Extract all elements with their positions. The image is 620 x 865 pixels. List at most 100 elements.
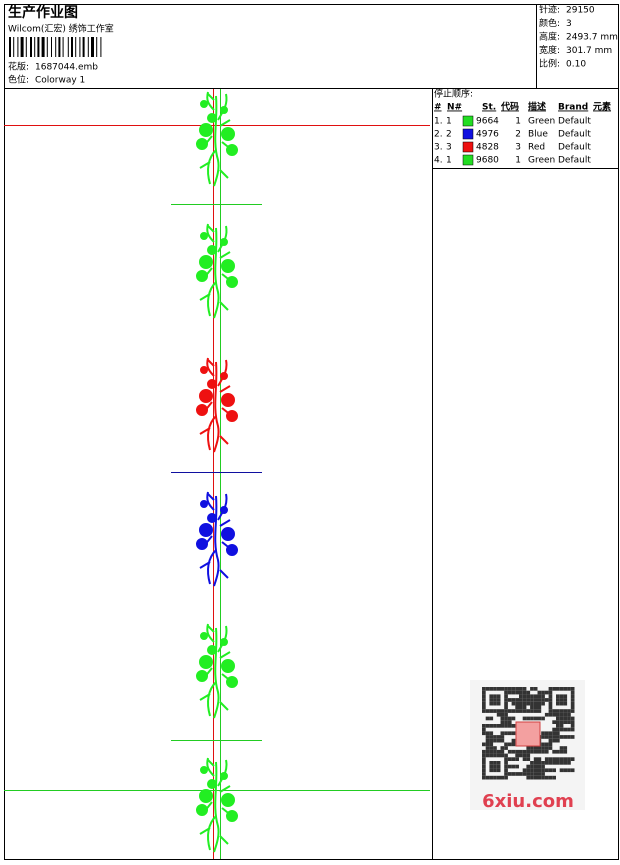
qr-module xyxy=(489,764,494,769)
stop-title: 停止顺序: xyxy=(434,88,473,100)
qr-module xyxy=(541,761,545,765)
qr-module xyxy=(537,757,542,761)
qr-module xyxy=(511,698,516,702)
qr-module xyxy=(559,709,564,713)
qr-module xyxy=(522,687,527,691)
column-header: St. xyxy=(482,103,496,113)
qr-module xyxy=(489,716,494,721)
qr-module xyxy=(556,687,560,691)
qr-module xyxy=(544,768,549,773)
qr-module xyxy=(570,694,575,699)
barcode xyxy=(9,37,102,57)
qr-module xyxy=(482,694,486,699)
qr-module xyxy=(556,761,560,765)
qr-module xyxy=(519,694,523,699)
qr-module xyxy=(567,712,571,717)
qr-module xyxy=(556,757,560,761)
qr-module xyxy=(526,753,531,758)
row-index: 3. xyxy=(434,143,443,153)
stat-label: 比例: xyxy=(539,58,560,70)
bar xyxy=(55,37,57,57)
qr-module xyxy=(493,694,497,699)
qr-logo xyxy=(515,721,541,747)
row-st: 4828 xyxy=(476,143,499,153)
qr-module xyxy=(511,749,516,754)
row-code: 2 xyxy=(515,130,521,140)
qr-module xyxy=(519,709,523,713)
qr-module xyxy=(559,694,564,699)
qr-module xyxy=(526,772,531,776)
qr-module xyxy=(556,701,560,706)
bar xyxy=(17,37,19,57)
qr-module xyxy=(515,701,519,706)
qr-module xyxy=(567,716,571,721)
qr-module xyxy=(522,772,527,776)
qr-module xyxy=(541,742,545,747)
qr-module xyxy=(485,709,490,713)
qr-module xyxy=(563,761,568,765)
qr-module xyxy=(526,764,531,769)
qr-module xyxy=(530,749,534,754)
qr-module xyxy=(507,690,512,695)
qr-module xyxy=(548,690,553,695)
qr-module xyxy=(496,687,501,691)
qr-module xyxy=(493,709,497,713)
qr-module xyxy=(556,731,560,736)
qr-module xyxy=(537,749,542,754)
outer-border xyxy=(4,4,619,860)
qr-module xyxy=(570,698,575,702)
qr-module xyxy=(500,716,505,721)
qr-module xyxy=(544,761,549,765)
qr-module xyxy=(537,694,542,699)
qr-module xyxy=(559,698,564,702)
qr-module xyxy=(541,716,545,721)
qr-module xyxy=(511,742,516,747)
qr-module xyxy=(533,749,538,754)
qr-module xyxy=(526,749,531,754)
qr-module xyxy=(570,727,575,732)
qr-module xyxy=(537,709,542,713)
qr-module xyxy=(482,705,486,710)
qr-module xyxy=(541,731,545,736)
qr-module xyxy=(537,698,542,702)
qr-module xyxy=(548,738,553,743)
qr-module xyxy=(504,746,508,750)
qr-module xyxy=(563,720,568,724)
qr-module xyxy=(537,761,542,765)
row-brand: Default xyxy=(558,156,591,166)
qr-module xyxy=(522,757,527,761)
qr-module xyxy=(496,701,501,706)
stat-value: 29150 xyxy=(566,6,595,16)
qr-module xyxy=(556,720,560,724)
qr-module xyxy=(504,757,508,761)
qr-module xyxy=(552,712,556,717)
design: 1687044.emb xyxy=(35,63,98,73)
qr-module xyxy=(556,749,560,754)
qr-module xyxy=(519,701,523,706)
qr-module xyxy=(530,701,534,706)
qr-module xyxy=(489,709,494,713)
row-n: 1 xyxy=(446,156,452,166)
qr-module xyxy=(559,724,564,728)
qr-module xyxy=(526,698,531,702)
qr-module xyxy=(496,753,501,758)
qr-module xyxy=(563,749,568,754)
qr-module xyxy=(530,772,534,776)
qr-module xyxy=(533,764,538,769)
bar xyxy=(96,37,98,57)
qr-module xyxy=(482,772,486,776)
qr-module xyxy=(559,716,564,721)
bar xyxy=(58,37,61,57)
qr-module xyxy=(570,709,575,713)
qr-module xyxy=(482,709,486,713)
stat-label: 针迹: xyxy=(539,4,560,16)
qr-module xyxy=(485,738,490,743)
column-header: 代码 xyxy=(500,101,519,113)
qr-module xyxy=(519,772,523,776)
qr-module xyxy=(500,735,505,739)
qr-module xyxy=(515,753,519,758)
qr-module xyxy=(485,716,490,721)
qr-module xyxy=(507,698,512,702)
qr-module xyxy=(552,757,556,761)
